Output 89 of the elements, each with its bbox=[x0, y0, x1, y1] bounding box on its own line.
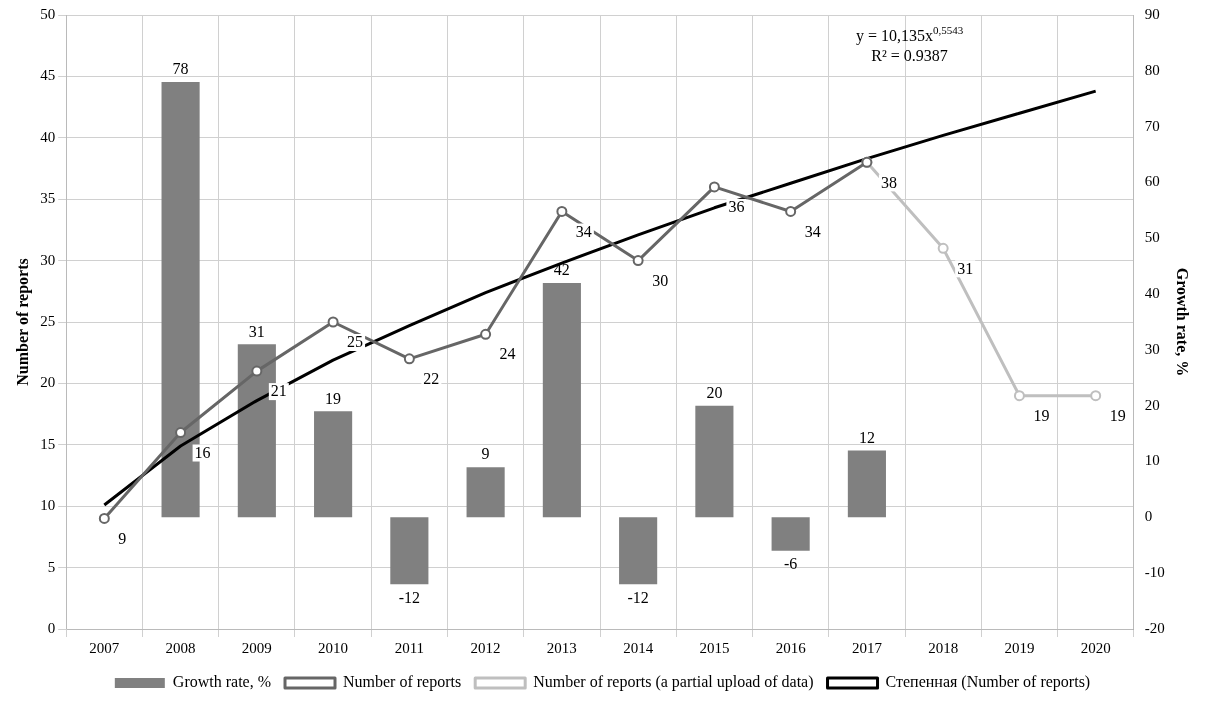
data-label: 78 bbox=[172, 60, 189, 78]
y2-tick-label: 0 bbox=[1144, 508, 1153, 525]
annotation: R² = 0.9387 bbox=[871, 47, 948, 65]
bar bbox=[466, 467, 505, 518]
data-label: 31 bbox=[248, 322, 265, 340]
x-tick-label: 2019 bbox=[1004, 639, 1035, 656]
data-label: 22 bbox=[423, 370, 440, 388]
x-tick-label: 2012 bbox=[470, 639, 501, 656]
y-axis-title: Number of reports bbox=[13, 258, 32, 386]
x-tick-label: 2020 bbox=[1080, 639, 1111, 656]
x-tick-label: 2017 bbox=[851, 639, 883, 656]
y2-tick-label: 60 bbox=[1144, 173, 1160, 190]
data-label: 34 bbox=[575, 222, 592, 240]
y-tick-label: 20 bbox=[40, 374, 56, 391]
data-label: 38 bbox=[880, 173, 897, 191]
y-tick-label: 45 bbox=[40, 67, 56, 84]
y2-tick-label: 40 bbox=[1144, 285, 1160, 302]
x-tick-label: 2014 bbox=[623, 639, 654, 656]
y-tick-label: 30 bbox=[40, 251, 56, 268]
data-label: 31 bbox=[957, 259, 974, 277]
data-label: 20 bbox=[706, 383, 723, 401]
legend-label: Growth rate, % bbox=[172, 673, 272, 691]
point bbox=[1013, 390, 1025, 402]
y2-tick-label: 80 bbox=[1144, 61, 1160, 78]
bar bbox=[771, 517, 810, 551]
x-tick-label: 2015 bbox=[699, 639, 730, 656]
point bbox=[556, 205, 568, 217]
legend-label: Number of reports (a partial upload of data) bbox=[533, 673, 814, 692]
y-tick-label: 10 bbox=[40, 497, 56, 514]
y2-tick-label: 90 bbox=[1144, 5, 1160, 22]
bar bbox=[695, 405, 734, 518]
data-label: 9 bbox=[118, 529, 127, 547]
data-label: 34 bbox=[804, 222, 821, 240]
y-tick-label: 5 bbox=[47, 558, 56, 575]
data-label: 19 bbox=[1109, 406, 1126, 424]
data-label: -12 bbox=[398, 588, 421, 606]
data-label: 36 bbox=[728, 198, 745, 216]
y2-tick-label: 30 bbox=[1144, 340, 1160, 357]
data-label: -6 bbox=[783, 555, 798, 573]
x-tick-label: 2010 bbox=[318, 639, 349, 656]
y-tick-label: 35 bbox=[40, 190, 56, 207]
data-label: 9 bbox=[481, 445, 490, 463]
x-tick-label: 2008 bbox=[165, 639, 196, 656]
point bbox=[98, 512, 110, 524]
x-tick-label: 2009 bbox=[241, 639, 272, 656]
x-tick-label: 2011 bbox=[394, 639, 425, 656]
point bbox=[937, 242, 949, 254]
point bbox=[632, 255, 644, 267]
y2-tick-label: -10 bbox=[1144, 564, 1165, 581]
x-tick-label: 2007 bbox=[89, 639, 120, 656]
bar bbox=[390, 517, 429, 585]
legend-label: Number of reports bbox=[343, 673, 462, 692]
data-label: 30 bbox=[652, 271, 669, 289]
y2-axis-title: Growth rate, % bbox=[1174, 267, 1192, 377]
data-label: 12 bbox=[858, 428, 875, 446]
x-tick-label: 2013 bbox=[546, 639, 577, 656]
legend-label: Степенная (Number of reports) bbox=[885, 673, 1091, 692]
data-label: 21 bbox=[270, 382, 287, 400]
bar bbox=[542, 282, 581, 518]
data-label: -12 bbox=[627, 588, 649, 606]
data-label: 16 bbox=[194, 443, 211, 461]
point bbox=[175, 427, 187, 439]
point bbox=[251, 365, 263, 377]
point bbox=[708, 181, 720, 193]
point bbox=[480, 328, 492, 340]
y2-tick-label: 10 bbox=[1144, 452, 1160, 469]
y2-tick-label: 70 bbox=[1144, 117, 1160, 134]
bar bbox=[619, 517, 658, 585]
y-tick-label: 50 bbox=[40, 5, 56, 22]
data-label: 24 bbox=[499, 345, 516, 363]
y2-tick-label: 50 bbox=[1144, 229, 1160, 246]
point bbox=[1090, 390, 1102, 402]
bar bbox=[847, 450, 886, 518]
y2-tick-label: 20 bbox=[1144, 396, 1160, 413]
data-label: 42 bbox=[553, 261, 570, 279]
y-tick-label: 15 bbox=[40, 435, 56, 452]
data-label: 19 bbox=[1033, 406, 1050, 424]
x-tick-label: 2016 bbox=[775, 639, 807, 656]
point bbox=[327, 316, 339, 328]
y2-tick-label: -20 bbox=[1144, 619, 1165, 636]
y-tick-label: 0 bbox=[47, 619, 56, 636]
data-label: 25 bbox=[347, 333, 364, 351]
y-tick-label: 40 bbox=[40, 128, 56, 145]
x-tick-label: 2018 bbox=[928, 639, 959, 656]
y-tick-label: 25 bbox=[40, 312, 56, 329]
bar bbox=[314, 411, 353, 518]
data-label: 19 bbox=[325, 389, 342, 407]
point bbox=[785, 205, 797, 217]
point bbox=[403, 353, 415, 365]
